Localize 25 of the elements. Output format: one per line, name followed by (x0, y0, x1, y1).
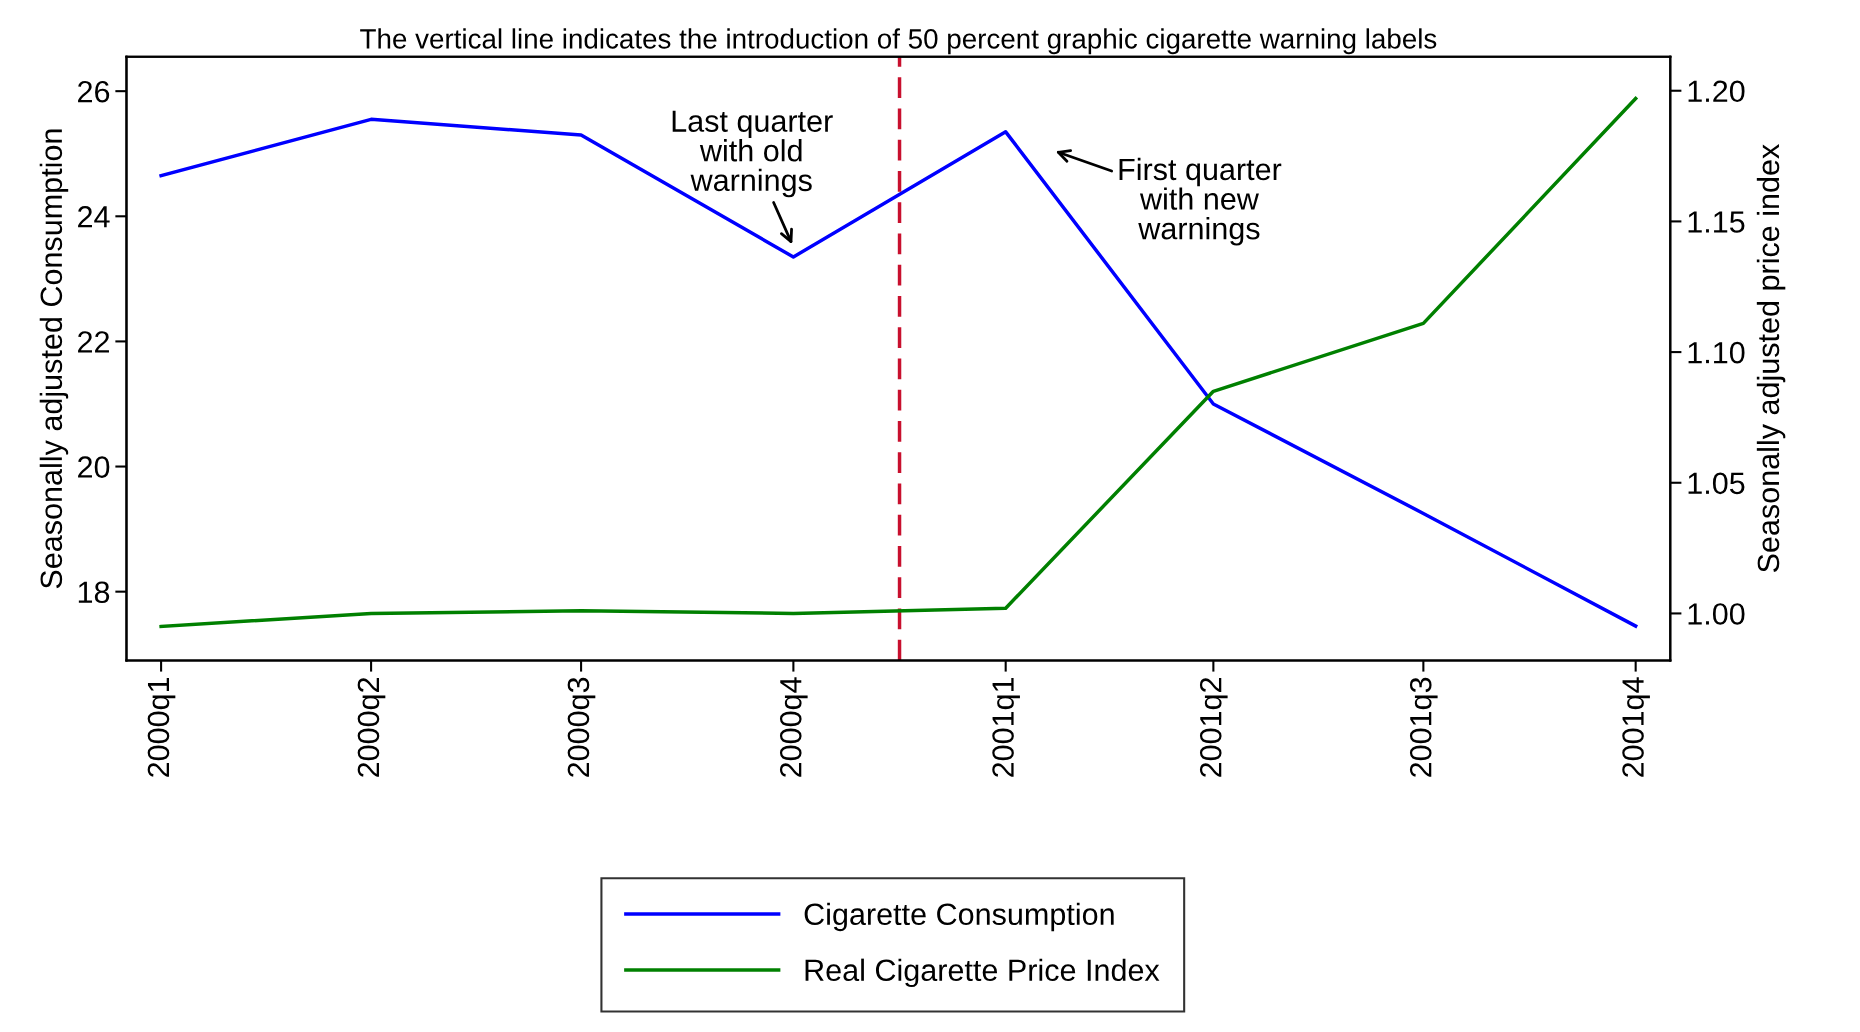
x-tick-label: 2001q4 (1622, 677, 1650, 777)
y-tick-label: 20 (78, 456, 110, 478)
y2-tick-label: 1.15 (1688, 211, 1745, 233)
y2-axis-title: Seasonally adjusted price index (1756, 144, 1786, 573)
x-tick-label: 2000q2 (357, 677, 386, 777)
legend-label: Cigarette Consumption (804, 902, 1114, 932)
x-tick-label: 2000q4 (779, 677, 808, 777)
x-tick-label: 2000q3 (567, 677, 596, 777)
x-tick-label: 2001q3 (1409, 677, 1438, 777)
y-tick-label: 22 (78, 331, 109, 353)
x-tick-label: 2001q1 (992, 677, 1020, 777)
y2-tick-label: 1.05 (1688, 472, 1745, 495)
y-tick-label: 26 (78, 80, 110, 103)
chart-title: The vertical line indicates the introduction of 50 percent graphic cigarette warning labels (360, 28, 1437, 55)
annotation: First quarter with new warnings (1119, 157, 1282, 246)
y-tick-label: 18 (78, 581, 110, 604)
x-tick-label: 2000q1 (147, 677, 176, 777)
y2-tick-label: 1.00 (1688, 603, 1745, 625)
y-axis-title: Seasonally adjusted Consumption (39, 129, 69, 589)
annotation: Last quarter with old warnings (672, 110, 833, 198)
y-tick-label: 24 (78, 206, 110, 228)
y2-tick-label: 1.10 (1688, 341, 1745, 364)
x-tick-label: 2001q2 (1199, 677, 1228, 777)
legend-label: Real Cigarette Price Index (805, 958, 1160, 988)
y2-tick-label: 1.20 (1688, 80, 1745, 103)
